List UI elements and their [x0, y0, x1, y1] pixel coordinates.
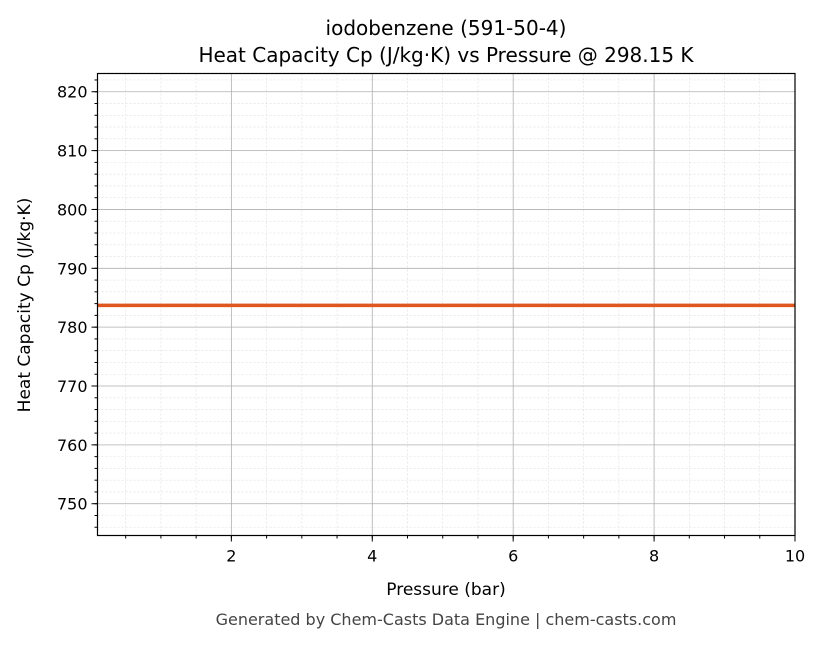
x-tick-label: 10: [785, 547, 805, 566]
y-tick-label: 790: [57, 259, 88, 278]
x-tick-label: 2: [226, 547, 236, 566]
x-tick-label: 4: [367, 547, 377, 566]
plot-frame: [96, 72, 796, 537]
y-tick-label: 780: [57, 318, 88, 337]
x-tick-label: 6: [508, 547, 518, 566]
y-tick-label: 750: [57, 495, 88, 514]
y-tick-label: 810: [57, 142, 88, 161]
y-tick-label: 770: [57, 377, 88, 396]
y-tick-label: 820: [57, 83, 88, 102]
grid: [97, 73, 796, 536]
y-tick-label: 800: [57, 200, 88, 219]
y-tick-label: 760: [57, 436, 88, 455]
x-tick-label: 8: [649, 547, 659, 566]
x-axis-label: Pressure (bar): [386, 580, 505, 600]
chart-subtitle: Heat Capacity Cp (J/kg·K) vs Pressure @ …: [198, 43, 694, 67]
footer-text: Generated by Chem-Casts Data Engine | ch…: [216, 610, 677, 629]
chart-title: iodobenzene (591-50-4): [326, 16, 567, 40]
y-axis-label: Heat Capacity Cp (J/kg·K): [15, 198, 35, 413]
